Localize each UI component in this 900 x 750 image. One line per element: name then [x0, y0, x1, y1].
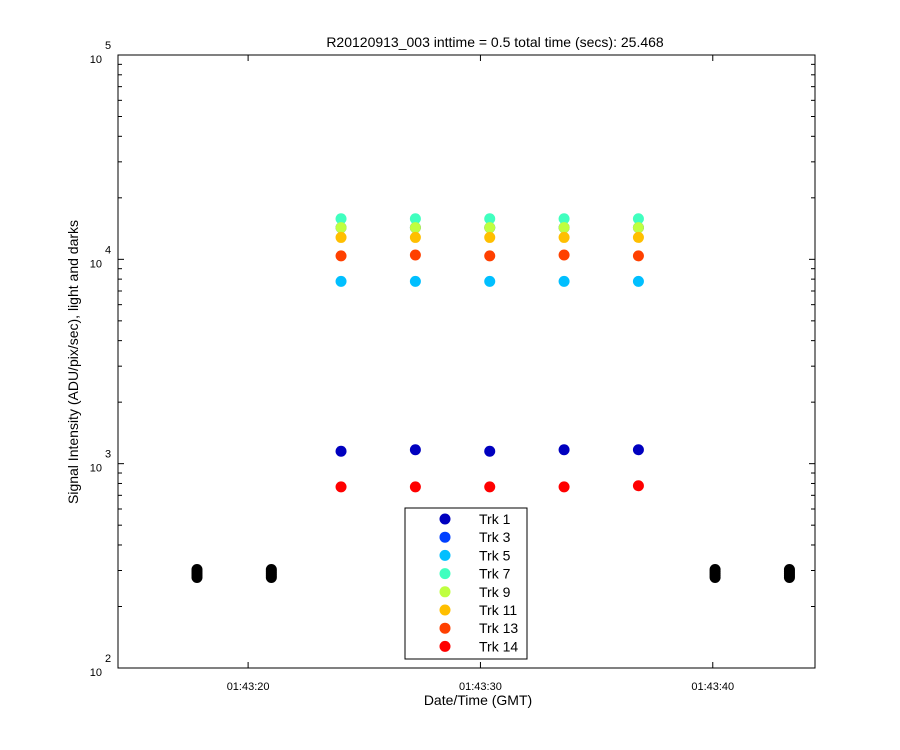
- dark-point: [191, 572, 203, 584]
- legend-marker: [439, 622, 451, 634]
- series-trk-1: [335, 444, 644, 457]
- legend-label: Trk 14: [479, 638, 518, 654]
- legend-label: Trk 1: [479, 511, 511, 527]
- legend-marker: [439, 531, 451, 543]
- dark-point: [265, 572, 277, 584]
- y-tick-label-base: 10: [90, 258, 102, 270]
- data-point: [484, 222, 496, 234]
- legend-marker: [439, 586, 451, 598]
- x-tick-label: 01:43:40: [691, 681, 734, 693]
- data-point: [335, 445, 347, 457]
- data-point: [409, 481, 421, 493]
- data-point: [409, 249, 421, 261]
- data-point: [558, 481, 570, 493]
- data-point: [558, 213, 570, 225]
- y-tick-label-exponent: 5: [105, 40, 111, 52]
- y-tick-label-base: 10: [90, 667, 102, 679]
- legend: Trk 1 Trk 3 Trk 5 Trk 7 Trk 9 Trk 11 Trk 13 Trk…: [404, 507, 528, 660]
- series-trk-14: [335, 480, 644, 493]
- data-point: [484, 481, 496, 493]
- data-point: [632, 250, 644, 262]
- series-trk-9: [335, 222, 644, 234]
- y-tick-label-exponent: 4: [105, 244, 111, 256]
- data-point: [409, 222, 421, 234]
- y-axis-label: Signal Intensity (ADU/pix/sec), light an…: [65, 220, 81, 504]
- data-point: [409, 444, 421, 456]
- data-point: [632, 480, 644, 492]
- series-trk-5: [335, 275, 644, 287]
- series-trk-13: [335, 249, 644, 262]
- data-points: [335, 213, 644, 493]
- data-point: [632, 213, 644, 225]
- data-point: [335, 231, 347, 243]
- x-axis-ticks: 01:43:20 01:43:30 01:43:40: [227, 55, 734, 693]
- legend-marker: [439, 568, 451, 580]
- legend-label: Trk 9: [479, 584, 511, 600]
- data-point: [335, 222, 347, 234]
- legend-marker: [439, 513, 451, 525]
- data-point: [484, 275, 496, 287]
- y-tick-label-exponent: 2: [105, 653, 111, 665]
- data-point: [335, 213, 347, 225]
- dark-points: [191, 564, 795, 584]
- data-point: [409, 213, 421, 225]
- data-point: [409, 275, 421, 287]
- x-tick-label: 01:43:20: [227, 681, 270, 693]
- data-point: [335, 250, 347, 262]
- data-point: [484, 213, 496, 225]
- data-point: [558, 275, 570, 287]
- series-trk-7: [335, 213, 644, 225]
- data-point: [335, 481, 347, 493]
- y-tick-label-base: 10: [90, 54, 102, 66]
- dark-point: [709, 572, 721, 584]
- dark-point: [783, 572, 795, 584]
- legend-marker: [439, 549, 451, 561]
- legend-label: Trk 13: [479, 620, 518, 636]
- data-point: [335, 275, 347, 287]
- data-point: [558, 222, 570, 234]
- legend-marker: [439, 604, 451, 616]
- data-point: [558, 444, 570, 456]
- legend-box: [404, 507, 528, 660]
- legend-label: Trk 5: [479, 547, 511, 563]
- x-axis-label: Date/Time (GMT): [424, 692, 532, 708]
- data-point: [484, 231, 496, 243]
- data-point: [558, 249, 570, 261]
- legend-marker: [439, 640, 451, 652]
- data-point: [632, 444, 644, 456]
- data-point: [484, 445, 496, 457]
- y-tick-label-base: 10: [90, 463, 102, 475]
- minor-ticks: [118, 63, 815, 607]
- data-point: [632, 231, 644, 243]
- data-point: [632, 275, 644, 287]
- series-trk-11: [335, 231, 644, 243]
- chart-title: R20120913_003 inttime = 0.5 total time (…: [326, 34, 664, 50]
- x-tick-label: 01:43:30: [459, 681, 502, 693]
- data-point: [484, 250, 496, 262]
- data-point: [558, 231, 570, 243]
- legend-label: Trk 7: [479, 566, 511, 582]
- data-point: [409, 231, 421, 243]
- data-point: [632, 222, 644, 234]
- y-tick-label-exponent: 3: [105, 449, 111, 461]
- legend-label: Trk 3: [479, 529, 511, 545]
- legend-label: Trk 11: [479, 602, 517, 618]
